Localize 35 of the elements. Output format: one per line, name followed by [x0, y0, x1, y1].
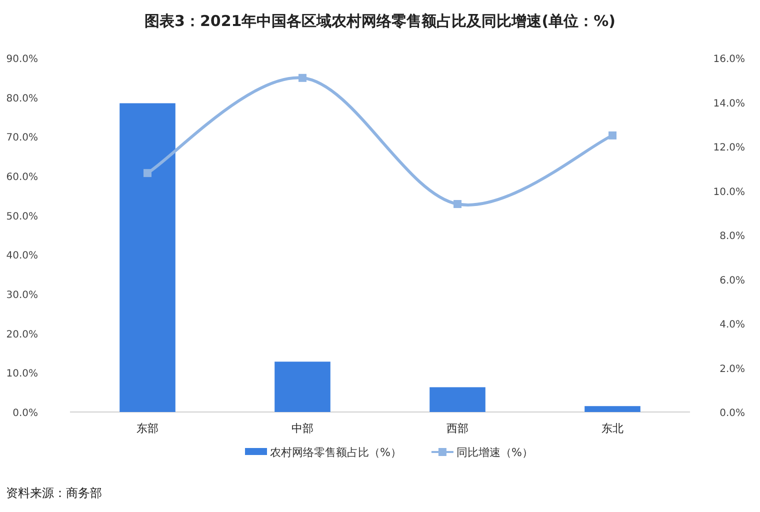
- y2-tick-label: 0.0%: [720, 408, 745, 419]
- point: [144, 169, 152, 178]
- y-tick-label: 90.0%: [6, 54, 38, 65]
- y2-tick-label: 10.0%: [713, 186, 745, 198]
- y-tick-label: 70.0%: [6, 132, 38, 144]
- chart-title: 图表3：2021年中国各区域农村网络零售额占比及同比增速(单位：%): [144, 12, 616, 30]
- point: [298, 74, 306, 82]
- bar: [120, 103, 176, 412]
- y-tick-label: 80.0%: [6, 93, 38, 104]
- y2-tick-label: 8.0%: [720, 231, 745, 242]
- y-tick-label: 60.0%: [6, 172, 38, 183]
- y-tick-label: 50.0%: [6, 211, 38, 222]
- y-tick-label: 20.0%: [6, 329, 38, 340]
- y2-tick-label: 2.0%: [720, 364, 745, 375]
- y2-tick-label: 6.0%: [720, 275, 745, 286]
- legend-label: 同比增速（%）: [456, 446, 533, 459]
- y-tick-label: 10.0%: [6, 368, 38, 380]
- bar: [274, 362, 330, 412]
- x-tick-label: 东部: [136, 422, 158, 435]
- y2-tick-label: 12.0%: [713, 142, 745, 154]
- text: 资料来源：商务部: [6, 486, 102, 500]
- y-tick-label: 40.0%: [6, 250, 38, 262]
- y-tick-label: 30.0%: [6, 290, 38, 301]
- legend-label: 农村网络零售额占比（%）: [270, 446, 402, 459]
- bar: [430, 387, 486, 412]
- y2-tick-label: 14.0%: [713, 98, 745, 110]
- point: [608, 131, 616, 140]
- point: [454, 200, 462, 208]
- x-tick-label: 东北: [602, 422, 624, 435]
- y-tick-label: 0.0%: [12, 408, 38, 419]
- bar: [584, 406, 640, 412]
- x-tick-label: 中部: [292, 422, 314, 435]
- x-tick-label: 西部: [446, 422, 468, 435]
- y2-tick-label: 16.0%: [713, 54, 745, 65]
- y2-tick-label: 4.0%: [720, 320, 745, 330]
